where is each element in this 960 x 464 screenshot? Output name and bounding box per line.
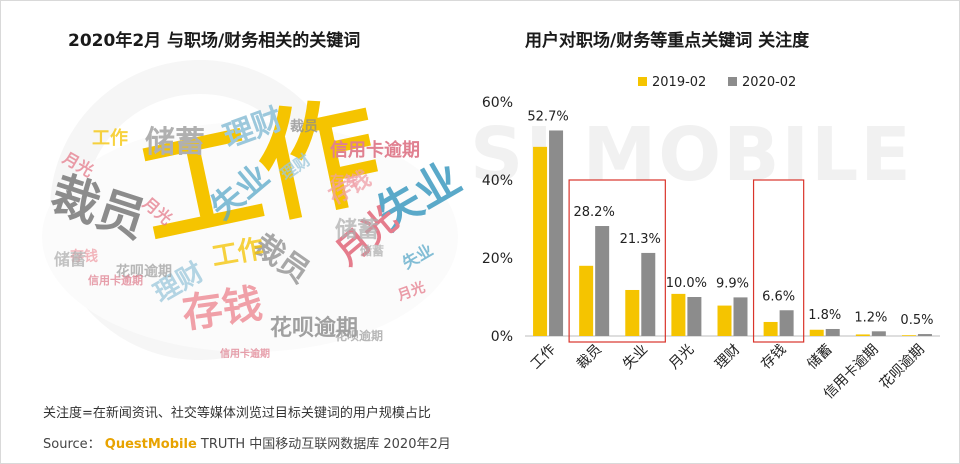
- bar-2020-02: [871, 331, 886, 336]
- y-tick-label: 0%: [491, 329, 513, 345]
- word-cloud-word: 存钱: [70, 249, 98, 265]
- bar-chart-title: 用户对职场/财务等重点关键词 关注度: [525, 31, 810, 51]
- bar-2020-02: [641, 252, 656, 336]
- x-tick-label: 裁员: [574, 342, 605, 373]
- data-label: 9.9%: [716, 276, 749, 291]
- data-label: 10.0%: [666, 276, 707, 291]
- x-tick-label: 失业: [620, 342, 651, 373]
- bar-2019-02: [671, 293, 686, 336]
- legend-swatch: [728, 77, 737, 86]
- y-tick-label: 40%: [482, 173, 513, 189]
- word-cloud-word: 花呗逾期: [270, 316, 359, 341]
- data-label: 28.2%: [574, 205, 615, 220]
- bar-2020-02: [549, 130, 564, 336]
- data-label: 0.5%: [900, 313, 933, 328]
- word-cloud: 工作 裁员 失业 存钱 储蓄 月光 理财 花呗逾期 信用卡逾期 工作 理财 存钱 裁员 失业 储蓄 月光 存钱花…: [30, 80, 470, 370]
- word-cloud-title: 2020年2月 与职场/财务相关的关键词: [68, 31, 361, 51]
- word-cloud-word: 信用卡逾期: [88, 274, 143, 287]
- bar-2020-02: [779, 310, 794, 336]
- bar-2020-02: [687, 297, 702, 336]
- data-label: 21.3%: [620, 232, 661, 247]
- bar-chart: 0% 20% 40% 60% 52.7% 工作 28.2% 裁员 21.3% 失业 10.0% 月光 9…: [482, 75, 940, 402]
- bar-2019-02: [901, 335, 916, 336]
- footnote: 关注度=在新闻资讯、社交等媒体浏览过目标关键词的用户规模占比: [43, 406, 431, 421]
- word-cloud-word: 信用卡逾期: [330, 140, 420, 161]
- bar-2019-02: [717, 305, 732, 336]
- bar-2020-02: [595, 226, 610, 336]
- bar-2020-02: [825, 328, 840, 336]
- source-line: Source： QuestMobile TRUTH 中国移动互联网数据库 202…: [43, 433, 451, 452]
- bar-2020-02: [917, 334, 932, 336]
- x-tick-label: 存钱: [758, 342, 789, 373]
- word-cloud-word: 花呗逾期: [335, 329, 384, 343]
- word-cloud-word: 储蓄: [360, 244, 385, 258]
- bar-2019-02: [763, 321, 778, 336]
- bar-2019-02: [579, 265, 594, 336]
- legend-label: 2019-02: [652, 75, 706, 90]
- bar-2019-02: [625, 289, 640, 336]
- x-tick-label: 储蓄: [804, 342, 835, 373]
- bar-2019-02: [533, 146, 548, 336]
- legend-swatch: [638, 77, 647, 86]
- bar-2019-02: [809, 329, 824, 336]
- word-cloud-word: 工作: [92, 128, 128, 149]
- word-cloud-word: 存钱: [330, 174, 358, 190]
- bar-2020-02: [733, 297, 748, 336]
- legend-label: 2020-02: [742, 75, 796, 90]
- word-cloud-word: 储蓄: [54, 250, 87, 269]
- word-cloud-shape: [42, 122, 458, 352]
- word-cloud-word: 信用卡逾期: [220, 349, 270, 360]
- source-brand: QuestMobile: [104, 437, 197, 452]
- x-tick-label: 月光: [666, 342, 697, 373]
- x-tick-label: 工作: [528, 342, 559, 373]
- word-cloud-word: 储蓄: [145, 125, 205, 160]
- word-cloud-word: 花呗逾期: [116, 264, 172, 280]
- x-tick-label: 花呗逾期: [877, 342, 928, 393]
- highlight-box: [752, 179, 805, 343]
- x-tick-label: 理财: [712, 342, 743, 373]
- data-label: 1.8%: [808, 308, 841, 323]
- source-rest: TRUTH 中国移动互联网数据库 2020年2月: [200, 437, 451, 452]
- word-cloud-word: 裁员: [290, 119, 318, 135]
- data-label: 6.6%: [762, 289, 795, 304]
- data-label: 1.2%: [854, 310, 887, 325]
- y-tick-label: 20%: [482, 251, 513, 267]
- source-label: Source：: [43, 437, 101, 452]
- y-tick-label: 60%: [482, 95, 513, 111]
- word-cloud-word: 储蓄: [335, 218, 380, 243]
- highlight-box: [568, 179, 666, 343]
- data-label: 52.7%: [527, 109, 568, 124]
- bar-2019-02: [855, 334, 870, 336]
